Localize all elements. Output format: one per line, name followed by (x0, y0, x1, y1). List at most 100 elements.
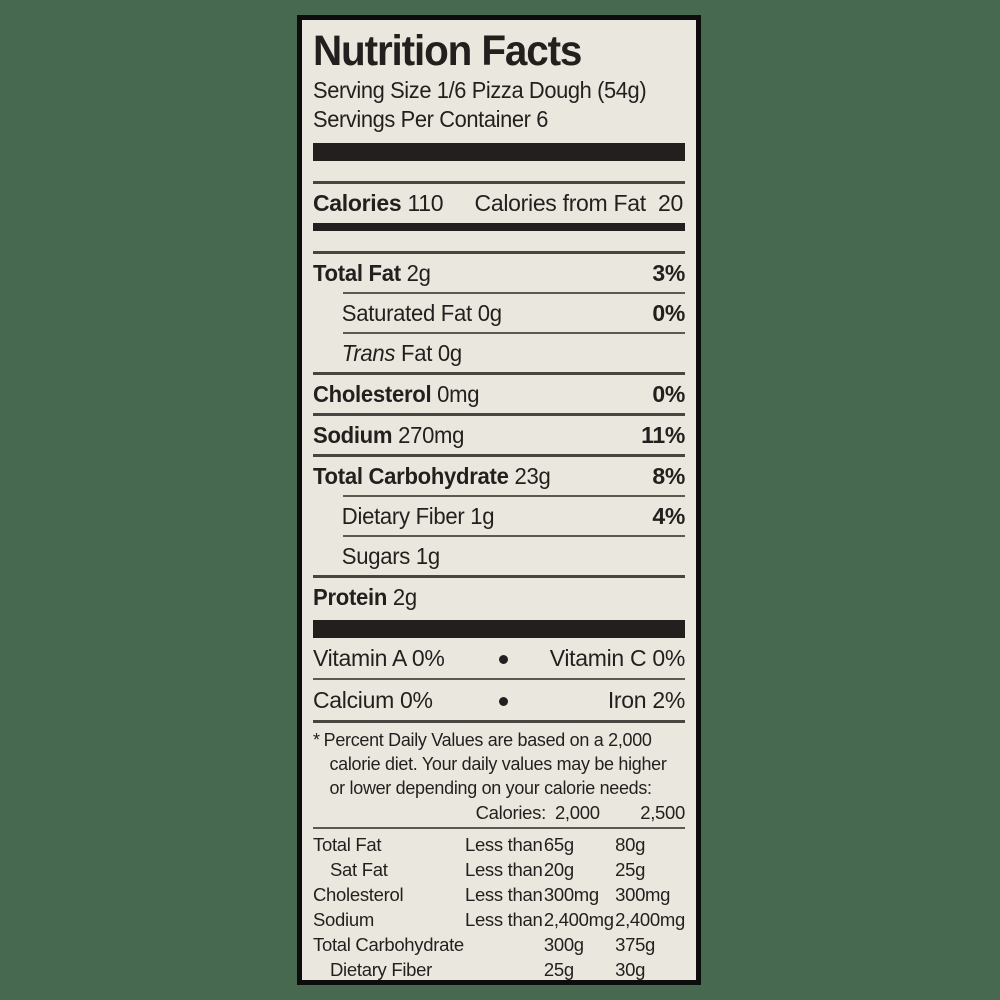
table-row: Cholesterol Less than 300mg 300mg (313, 882, 685, 907)
row-rule (313, 372, 685, 375)
header-col-2500: 2,500 (640, 802, 685, 823)
nutrient-label: Trans Fat 0g (341, 340, 462, 366)
nutrient-label: Saturated Fat 0g (341, 300, 502, 326)
calories-from-fat-label: Calories from Fat (474, 190, 647, 216)
dv-row-col2: 2,400mg (615, 909, 685, 930)
daily-value-reference-table: Calories: 2,000 2,500 (313, 800, 686, 825)
table-row: Total Carbohydrate 300g 375g (313, 932, 685, 957)
dv-row-name: Total Carbohydrate (313, 934, 464, 955)
nutrient-label: Dietary Fiber 1g (341, 503, 495, 529)
servings-per-container-text: Servings Per Container 6 (313, 106, 549, 132)
row-rule (343, 332, 685, 334)
dv-row-col1: 20g (543, 859, 574, 880)
table-row: Total Fat Less than 65g 80g (313, 832, 685, 857)
nutrient-list: Total Fat 2g 3% Saturated Fat 0g 0% Tran… (313, 251, 685, 616)
nutrient-row-saturated-fat: Saturated Fat 0g 0% (313, 294, 685, 332)
calcium-value: Calcium 0% (313, 687, 433, 713)
nutrient-row-protein: Protein 2g (313, 578, 685, 616)
nutrient-row-total-carbohydrate: Total Carbohydrate 23g 8% (313, 457, 685, 495)
nutrient-row-total-fat: Total Fat 2g 3% (313, 254, 685, 292)
nutrient-daily-value: 8% (652, 463, 685, 489)
bullet-icon (488, 646, 518, 670)
bullet-icon (488, 688, 518, 712)
vitamins-divider-bar (313, 620, 685, 638)
page-title: Nutrition Facts (313, 27, 582, 75)
vitamins-bottom-rule (313, 720, 685, 723)
spacer (313, 161, 685, 181)
nutrient-row-cholesterol: Cholesterol 0mg 0% (313, 375, 685, 413)
calories-label: Calories (313, 190, 402, 216)
daily-value-reference-body: Total Fat Less than 65g 80g Sat Fat Less… (313, 832, 685, 982)
calories-left: Calories 110 (313, 190, 444, 216)
daily-value-footnote: * Percent Daily Values are based on a 2,0… (313, 723, 685, 800)
dv-row-col2: 25g (615, 859, 646, 880)
footnote-line-2: calorie diet. Your daily values may be h… (329, 753, 667, 774)
vitamin-row-calcium-iron: Calcium 0% Iron 2% (313, 680, 685, 720)
dv-row-col1: 300mg (543, 884, 599, 905)
nutrient-daily-value: 0% (652, 381, 685, 407)
nutrient-row-sodium: Sodium 270mg 11% (313, 416, 685, 454)
dv-row-name: Sat Fat (330, 859, 388, 880)
nutrient-daily-value: 11% (641, 422, 685, 448)
header-divider-bar (313, 143, 685, 161)
nutrient-label: Sugars 1g (341, 543, 440, 569)
nutrition-facts-panel: Nutrition Facts Serving Size 1/6 Pizza D… (297, 15, 701, 985)
nutrient-label: Cholesterol 0mg (313, 381, 480, 407)
dv-row-col2: 375g (615, 934, 656, 955)
dv-row-qualifier: Less than (464, 909, 543, 930)
dv-row-name: Cholesterol (313, 884, 404, 905)
header-calories-label: Calories: (475, 802, 547, 823)
calories-from-fat-value: 20 (658, 190, 683, 216)
dv-row-col1: 25g (543, 959, 574, 980)
table-row: Sat Fat Less than 20g 25g (313, 857, 685, 882)
asterisk-icon: * (313, 729, 320, 750)
vitamin-row-a-c: Vitamin A 0% Vitamin C 0% (313, 638, 685, 678)
dv-row-col2: 300mg (615, 884, 671, 905)
dv-row-col1: 2,400mg (543, 909, 614, 930)
table-row: Sodium Less than 2,400mg 2,400mg (313, 907, 685, 932)
row-rule (313, 575, 685, 578)
vitamin-a-value: Vitamin A 0% (313, 645, 445, 671)
calories-row: Calories 110 Calories from Fat 20 (313, 184, 685, 220)
nutrient-row-sugars: Sugars 1g (313, 537, 685, 575)
row-rule (343, 535, 685, 537)
calories-from-fat: Calories from Fat 20 (475, 191, 685, 215)
dv-row-qualifier: Less than (464, 884, 543, 905)
dv-row-qualifier (465, 957, 544, 982)
table-header-row: Calories: 2,000 2,500 (313, 800, 686, 825)
dv-row-col2: 30g (615, 959, 646, 980)
total-fat-top-rule (313, 251, 685, 254)
dv-row-qualifier: Less than (464, 834, 543, 855)
table-row: Dietary Fiber 25g 30g (313, 957, 685, 982)
nutrient-label: Total Carbohydrate 23g (313, 463, 551, 489)
serving-size-text: Serving Size 1/6 Pizza Dough (54g) (313, 77, 647, 103)
dv-row-name: Sodium (313, 909, 374, 930)
nutrient-daily-value: 4% (652, 503, 685, 529)
row-rule (343, 292, 685, 294)
footnote-line-3: or lower depending on your calorie needs… (329, 777, 652, 798)
header-col-2000: 2,000 (554, 802, 600, 823)
dv-row-col2: 80g (615, 834, 646, 855)
nutrient-row-trans-fat: Trans Fat 0g (313, 334, 685, 372)
dv-row-qualifier: Less than (464, 859, 543, 880)
iron-value: Iron 2% (607, 687, 685, 713)
row-rule (343, 495, 685, 497)
dv-row-name: Total Fat (313, 834, 382, 855)
dv-row-name: Dietary Fiber (330, 959, 432, 980)
row-rule (313, 454, 685, 457)
nutrient-label: Protein 2g (313, 584, 417, 610)
row-rule (313, 678, 685, 680)
nutrient-row-dietary-fiber: Dietary Fiber 1g 4% (313, 497, 685, 535)
dv-table-rule (313, 827, 685, 829)
dv-row-col1: 65g (543, 834, 574, 855)
calories-top-rule (313, 181, 685, 184)
vitamin-c-value: Vitamin C 0% (549, 645, 686, 671)
nutrient-label: Total Fat 2g (313, 260, 431, 286)
row-rule (313, 413, 685, 416)
dv-row-qualifier (465, 932, 544, 957)
vitamin-list: Vitamin A 0% Vitamin C 0% Calcium 0% Iro… (313, 638, 685, 723)
spacer (313, 231, 685, 251)
nutrient-daily-value: 3% (652, 260, 685, 286)
calories-divider-bar (313, 223, 685, 231)
